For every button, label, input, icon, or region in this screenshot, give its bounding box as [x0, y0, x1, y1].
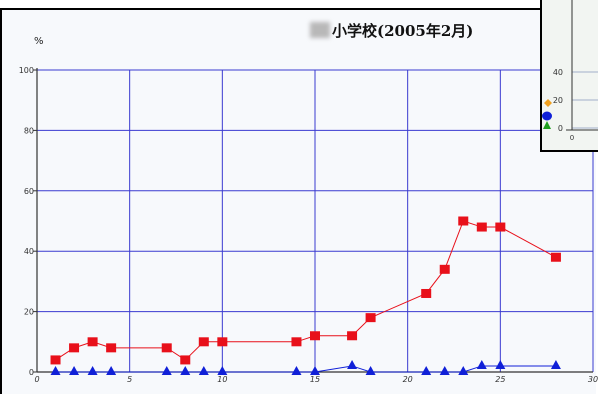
data-point — [550, 252, 561, 262]
data-point — [106, 366, 117, 375]
data-point — [69, 366, 80, 375]
data-point — [50, 355, 61, 365]
x-tick-label: 0 — [34, 375, 39, 384]
data-point — [291, 366, 302, 375]
inset-legend-marker-1 — [544, 99, 552, 107]
chart-frame — [0, 8, 596, 394]
data-point — [69, 343, 80, 353]
data-point — [87, 366, 98, 375]
x-tick-label: 30 — [588, 375, 598, 384]
data-point — [439, 264, 450, 274]
y-tick-label: 40 — [24, 247, 34, 256]
data-point — [87, 337, 98, 347]
inset-y-tick-label: 20 — [553, 96, 563, 105]
series-1 — [50, 216, 561, 365]
y-tick-label: 100 — [19, 66, 34, 75]
x-tick-label: 10 — [217, 375, 227, 384]
data-point — [365, 313, 376, 323]
data-point — [180, 366, 191, 375]
data-point — [439, 366, 450, 375]
y-tick-label: 80 — [24, 126, 34, 135]
data-point — [180, 355, 191, 365]
data-point — [550, 359, 561, 369]
y-axis-unit: % — [34, 36, 44, 47]
inset-x-tick-label: 0 — [570, 134, 574, 142]
axes: 0 20 40 60 80 100 0 5 10 15 20 25 30 — [19, 66, 598, 384]
data-point — [161, 343, 172, 353]
data-point — [476, 222, 487, 232]
data-point — [310, 366, 320, 375]
inset-chart: 0 20 40 0 — [540, 0, 598, 152]
x-tick-label: 5 — [127, 375, 132, 384]
inset-legend-marker-3 — [543, 121, 551, 129]
y-tick-label: 60 — [24, 187, 34, 196]
x-tick-label: 20 — [403, 375, 413, 384]
data-point — [106, 343, 117, 353]
data-point — [458, 366, 469, 375]
data-point — [50, 366, 61, 375]
series-line — [55, 220, 557, 361]
chart-title: 小学校(2005年2月) — [310, 20, 473, 41]
data-point — [476, 359, 487, 369]
data-point — [198, 337, 209, 347]
inset-y-tick-label: 0 — [558, 124, 563, 133]
x-tick-label: 15 — [310, 375, 320, 384]
redacted-name — [310, 22, 330, 38]
data-point — [421, 366, 432, 375]
inset-legend-marker-2 — [542, 111, 552, 121]
data-point — [217, 366, 228, 375]
data-point — [198, 366, 209, 375]
data-point — [291, 337, 302, 347]
y-tick-label: 20 — [24, 308, 34, 317]
inset-chart-svg: 0 20 40 0 — [542, 0, 598, 142]
series-layer — [50, 216, 561, 375]
inset-y-tick-label: 40 — [553, 68, 563, 77]
data-point — [217, 337, 228, 347]
x-tick-label: 25 — [495, 375, 505, 384]
data-point — [310, 331, 320, 341]
series-2 — [50, 359, 561, 375]
data-point — [365, 366, 376, 375]
y-tick-label: 0 — [29, 368, 34, 377]
chart-title-text: 小学校(2005年2月) — [332, 22, 474, 40]
data-point — [495, 222, 506, 232]
data-point — [161, 366, 172, 375]
data-point — [347, 359, 358, 369]
data-point — [458, 216, 469, 226]
data-point — [347, 331, 358, 341]
data-point — [421, 288, 432, 298]
grid-lines — [36, 69, 594, 373]
data-point — [495, 359, 506, 369]
